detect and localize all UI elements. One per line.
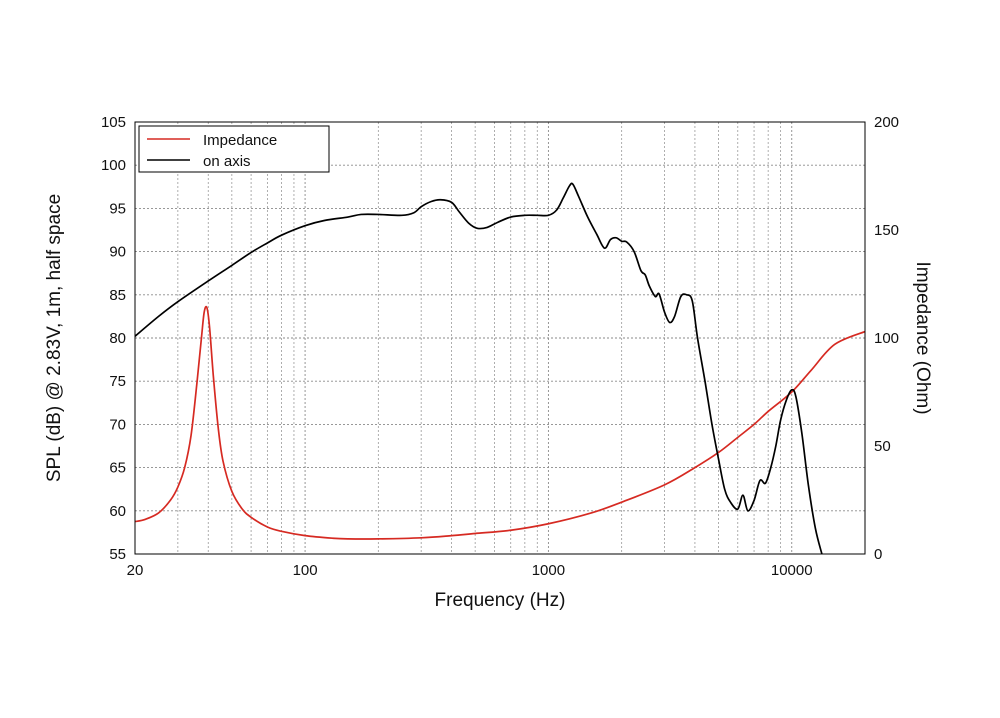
tick-labels: 20 100 1000 10000 55 60 65 70 75 80 85 90 95 100 105 0 5… bbox=[101, 114, 899, 579]
y-axis-label: SPL (dB) @ 2.83V, 1m, half space bbox=[44, 194, 65, 482]
on-axis-series-line bbox=[135, 182, 823, 554]
y2-tick-label: 100 bbox=[874, 330, 899, 347]
legend-label-impedance: Impedance bbox=[203, 132, 277, 149]
x-tick-label: 1000 bbox=[532, 562, 565, 579]
legend-box bbox=[138, 125, 330, 173]
plot-frame bbox=[134, 121, 866, 555]
y-tick-label: 90 bbox=[109, 244, 126, 261]
y-tick-label: 95 bbox=[109, 200, 126, 217]
y2-axis-label: Impedance (Ohm) bbox=[912, 261, 933, 414]
series-layer bbox=[135, 182, 865, 554]
x-axis-label: Frequency (Hz) bbox=[435, 590, 566, 611]
y-tick-label: 65 bbox=[109, 460, 126, 477]
y2-tick-label: 50 bbox=[874, 438, 891, 455]
grid bbox=[135, 122, 865, 554]
impedance-series-line bbox=[135, 305, 865, 540]
y-tick-label: 55 bbox=[109, 546, 126, 563]
y2-tick-label: 0 bbox=[874, 546, 882, 563]
y2-tick-label: 150 bbox=[874, 222, 899, 239]
legend: Impedance on axis bbox=[138, 125, 330, 173]
y-tick-label: 85 bbox=[109, 287, 126, 304]
y-tick-label: 75 bbox=[109, 373, 126, 390]
x-tick-label: 10000 bbox=[771, 562, 813, 579]
x-tick-label: 20 bbox=[127, 562, 144, 579]
y2-tick-label: 200 bbox=[874, 114, 899, 131]
y-tick-label: 70 bbox=[109, 416, 126, 433]
y-tick-label: 80 bbox=[109, 330, 126, 347]
y-tick-label: 105 bbox=[101, 114, 126, 131]
legend-label-on-axis: on axis bbox=[203, 153, 251, 170]
x-tick-label: 100 bbox=[293, 562, 318, 579]
y-tick-label: 60 bbox=[109, 503, 126, 520]
y-tick-label: 100 bbox=[101, 157, 126, 174]
